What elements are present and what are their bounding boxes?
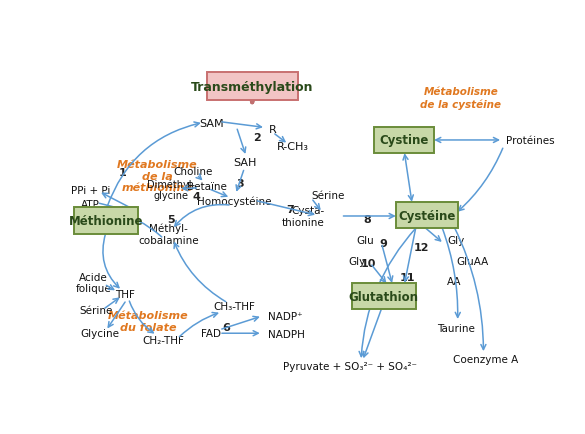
Text: 12: 12 [414,243,429,253]
Text: Métabolisme
du folate: Métabolisme du folate [108,310,188,332]
Text: NADPH: NADPH [268,329,305,339]
Text: 4: 4 [192,191,201,201]
Text: Acide
folique: Acide folique [75,272,111,293]
Text: 5: 5 [167,215,174,225]
Text: Transméthylation: Transméthylation [191,81,314,94]
Text: Homocystéine: Homocystéine [197,196,271,206]
Text: Métabolisme
de la
méthionine: Métabolisme de la méthionine [116,160,197,193]
Text: 6: 6 [222,322,230,332]
Text: Choline: Choline [174,166,213,176]
Text: SAM: SAM [199,119,223,129]
Text: Glycine: Glycine [81,329,120,339]
Text: 2: 2 [253,132,260,142]
Text: SAH: SAH [234,158,257,168]
Text: 10: 10 [361,258,376,268]
Text: Sérine: Sérine [79,305,112,315]
Text: FAD: FAD [201,328,221,338]
FancyBboxPatch shape [74,207,138,234]
Text: 1: 1 [118,168,126,178]
Text: Taurine: Taurine [438,323,475,333]
Text: Cystéine: Cystéine [398,209,456,222]
Text: Gly: Gly [447,236,464,246]
Text: 11: 11 [400,273,415,283]
Text: ATP: ATP [81,199,100,209]
Text: Sérine: Sérine [311,190,345,200]
Text: Glutathion: Glutathion [349,290,419,303]
Text: 8: 8 [363,215,371,225]
Text: Cystine: Cystine [380,134,429,147]
Text: Pyruvate + SO₃²⁻ + SO₄²⁻: Pyruvate + SO₃²⁻ + SO₄²⁻ [283,361,417,371]
Text: Glu: Glu [357,236,374,246]
Text: CH₂-THF: CH₂-THF [143,335,185,345]
Text: AA: AA [447,276,462,286]
Text: Protéines: Protéines [506,136,555,146]
Text: Betaïne: Betaïne [187,181,227,191]
Text: Méthyl-
cobalamine: Méthyl- cobalamine [138,223,199,245]
Text: GluAA: GluAA [456,256,488,266]
FancyBboxPatch shape [374,128,434,154]
Text: Coenzyme A: Coenzyme A [453,354,518,364]
FancyBboxPatch shape [396,203,457,229]
Text: 3: 3 [236,178,244,188]
Text: R-CH₃: R-CH₃ [277,141,309,151]
Text: PPi + Pi: PPi + Pi [71,186,110,196]
Text: Cysta-
thionine: Cysta- thionine [282,206,325,227]
FancyBboxPatch shape [352,284,416,310]
Text: THF: THF [115,289,135,299]
Text: R: R [269,125,277,135]
Text: 7: 7 [286,205,294,215]
Text: NADP⁺: NADP⁺ [268,311,302,321]
Text: Méthionine: Méthionine [69,214,143,227]
Text: 9: 9 [380,238,388,248]
Text: Gly: Gly [348,256,366,266]
Text: CH₃-THF: CH₃-THF [213,302,255,312]
Text: Métabolisme
de la cystéine: Métabolisme de la cystéine [420,87,501,109]
FancyBboxPatch shape [207,73,298,101]
Text: Diméthyl-
glycine: Diméthyl- glycine [147,179,195,201]
